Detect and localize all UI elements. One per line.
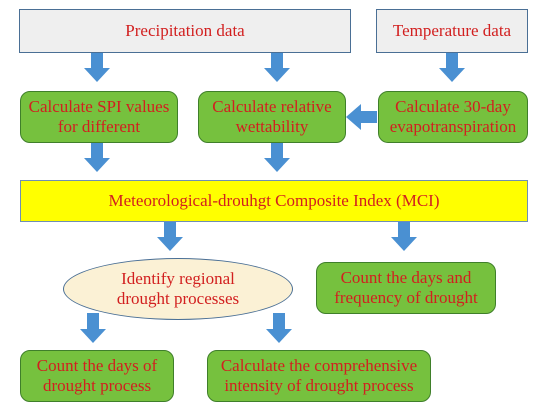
precipitation-data-label: Precipitation data: [125, 21, 245, 41]
arrow-identify-to-count-process: [80, 313, 106, 343]
arrow-identify-to-intensity: [266, 313, 292, 343]
calculate-evapotranspiration-label: Calculate 30-day evapotranspiration: [389, 97, 517, 136]
arrow-temp-to-evapo: [439, 52, 465, 82]
precipitation-data-box: Precipitation data: [19, 9, 351, 53]
temperature-data-label: Temperature data: [392, 21, 512, 41]
comprehensive-intensity-label: Calculate the comprehensive intensity of…: [220, 356, 418, 395]
count-days-frequency-box: Count the days and frequency of drought: [316, 262, 496, 314]
temperature-data-box: Temperature data: [376, 9, 528, 53]
arrow-mci-to-count-freq: [391, 221, 417, 251]
arrow-wettability-to-mci: [264, 142, 290, 172]
count-days-process-box: Count the days of drought process: [20, 350, 174, 402]
mci-label: Meteorological-drouhgt Composite Index (…: [108, 191, 440, 211]
calculate-spi-label: Calculate SPI values for different: [28, 97, 170, 136]
arrow-precip-to-spi: [84, 52, 110, 82]
mci-box: Meteorological-drouhgt Composite Index (…: [20, 180, 528, 222]
calculate-wettability-box: Calculate relative wettability: [198, 91, 346, 143]
calculate-evapotranspiration-box: Calculate 30-day evapotranspiration: [378, 91, 528, 143]
arrow-spi-to-mci: [84, 142, 110, 172]
count-days-process-label: Count the days of drought process: [36, 356, 158, 395]
calculate-wettability-label: Calculate relative wettability: [212, 97, 332, 136]
arrow-evapo-to-wettability: [346, 104, 377, 130]
comprehensive-intensity-box: Calculate the comprehensive intensity of…: [207, 350, 431, 402]
identify-drought-processes-label: Identify regional drought processes: [116, 269, 240, 308]
arrow-precip-to-wettability: [264, 52, 290, 82]
arrow-mci-to-identify: [157, 221, 183, 251]
count-days-frequency-label: Count the days and frequency of drought: [334, 268, 478, 307]
identify-drought-processes-ellipse: Identify regional drought processes: [63, 258, 293, 320]
calculate-spi-box: Calculate SPI values for different: [20, 91, 178, 143]
